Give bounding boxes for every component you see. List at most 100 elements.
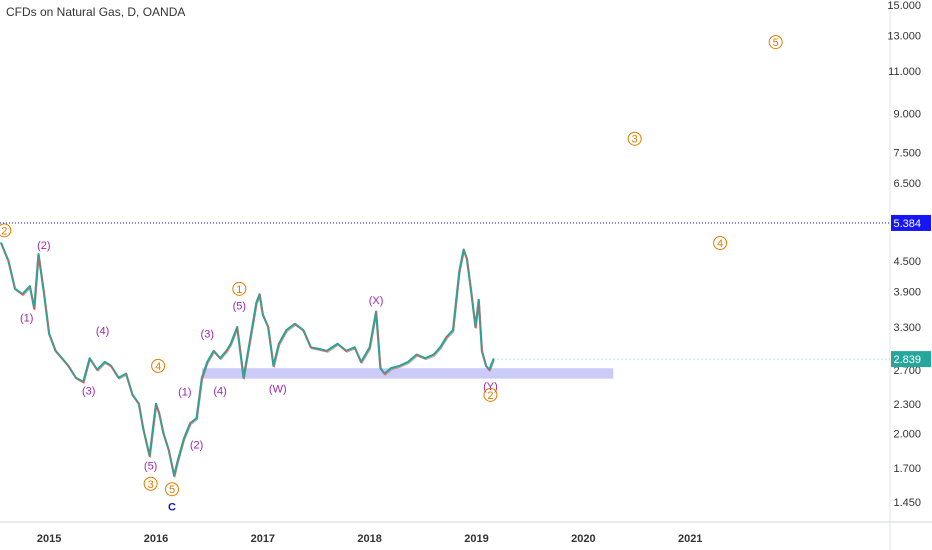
wave-circle-marker <box>165 482 180 497</box>
y-tick-label: 2.000 <box>893 429 921 441</box>
wave-label: 5 <box>773 37 779 49</box>
price-point <box>33 307 36 310</box>
price-point <box>285 329 288 332</box>
x-tick-label: 2015 <box>37 533 61 545</box>
price-point <box>173 474 176 477</box>
y-tick-label: 1.450 <box>893 497 921 509</box>
price-point <box>131 393 134 396</box>
y-tick-label: 6.500 <box>893 178 921 190</box>
wave-label: (X) <box>369 295 384 307</box>
wave-label: (5) <box>144 461 157 473</box>
wave-label: C <box>168 501 176 513</box>
price-point <box>255 301 258 304</box>
price-point <box>236 326 239 328</box>
price-point <box>29 285 31 288</box>
price-point <box>82 381 85 383</box>
price-point <box>37 253 40 256</box>
wave-circle-marker <box>232 281 247 296</box>
price-point <box>267 326 270 328</box>
wave-circle-marker <box>768 35 783 50</box>
price-point <box>96 368 99 371</box>
price-point <box>379 367 382 370</box>
wave-label: (3) <box>82 385 95 397</box>
wave-circle-marker <box>0 223 12 238</box>
price-point <box>277 342 280 345</box>
wave-label: (2) <box>190 440 203 452</box>
y-tick-label: 2.700 <box>893 365 921 377</box>
y-tick-label: 15.000 <box>887 0 921 12</box>
price-point <box>48 332 51 335</box>
price-point <box>439 346 442 349</box>
wave-circle-marker <box>627 131 642 146</box>
price-point <box>407 361 410 363</box>
wave-label: (5) <box>233 301 246 313</box>
price-point <box>162 432 165 435</box>
price-point <box>302 329 305 332</box>
price-point <box>415 353 418 356</box>
price-point <box>326 350 328 352</box>
price-point <box>88 357 91 360</box>
price-point <box>212 350 215 352</box>
price-point <box>261 313 264 316</box>
x-tick-label: 2021 <box>678 533 702 545</box>
wave-label: (W) <box>269 384 287 396</box>
price-point <box>458 269 461 272</box>
x-tick-label: 2018 <box>357 533 381 545</box>
price-point <box>445 336 448 338</box>
price-point <box>201 376 203 379</box>
price-point <box>470 290 473 293</box>
y-tick-label: 3.300 <box>893 322 921 334</box>
last-price-label-bg <box>891 351 931 368</box>
price-point <box>67 364 70 367</box>
price-point <box>424 357 427 360</box>
price-point <box>368 346 371 349</box>
price-point <box>182 438 185 440</box>
price-point <box>310 346 312 349</box>
price-point <box>137 402 140 405</box>
price-point <box>390 367 392 370</box>
wave-label: (2) <box>37 240 50 252</box>
price-point <box>272 364 275 367</box>
price-point <box>462 248 465 251</box>
price-point <box>452 329 454 332</box>
price-point <box>249 339 251 342</box>
wave-label: (4) <box>213 385 226 397</box>
wave-label: 4 <box>155 361 161 373</box>
price-point <box>21 293 24 296</box>
price-point <box>42 290 45 293</box>
price-point <box>242 376 245 379</box>
price-point <box>480 350 483 352</box>
price-point <box>466 257 468 260</box>
price-point <box>54 350 57 352</box>
price-point <box>176 461 179 463</box>
price-point <box>61 357 63 360</box>
price-point <box>14 287 16 290</box>
wave-label: (3) <box>201 329 214 341</box>
x-tick-label: 2020 <box>571 533 595 545</box>
price-point <box>353 346 356 349</box>
price-point <box>189 422 192 425</box>
price-point <box>74 376 77 379</box>
price-point <box>117 376 120 379</box>
last-price-label: 2.839 <box>893 354 921 366</box>
wave-circle-marker <box>713 235 728 250</box>
price-point <box>142 427 145 430</box>
wave-label: (1) <box>178 386 191 398</box>
price-point <box>488 368 491 371</box>
price-point <box>317 347 320 350</box>
price-point <box>225 350 228 352</box>
wave-circle-marker <box>143 476 158 491</box>
price-line-label-bg <box>891 214 931 231</box>
y-tick-label: 2.300 <box>893 399 921 411</box>
price-point <box>345 350 348 352</box>
price-point <box>477 298 480 301</box>
price-point <box>360 361 363 363</box>
y-tick-label: 7.500 <box>893 147 921 159</box>
wave-label: 4 <box>717 238 723 250</box>
y-tick-label: 4.500 <box>893 256 921 268</box>
price-point <box>375 310 377 313</box>
y-tick-label: 1.700 <box>893 463 921 475</box>
price-point <box>7 260 10 263</box>
wave-circle-marker <box>483 387 498 402</box>
